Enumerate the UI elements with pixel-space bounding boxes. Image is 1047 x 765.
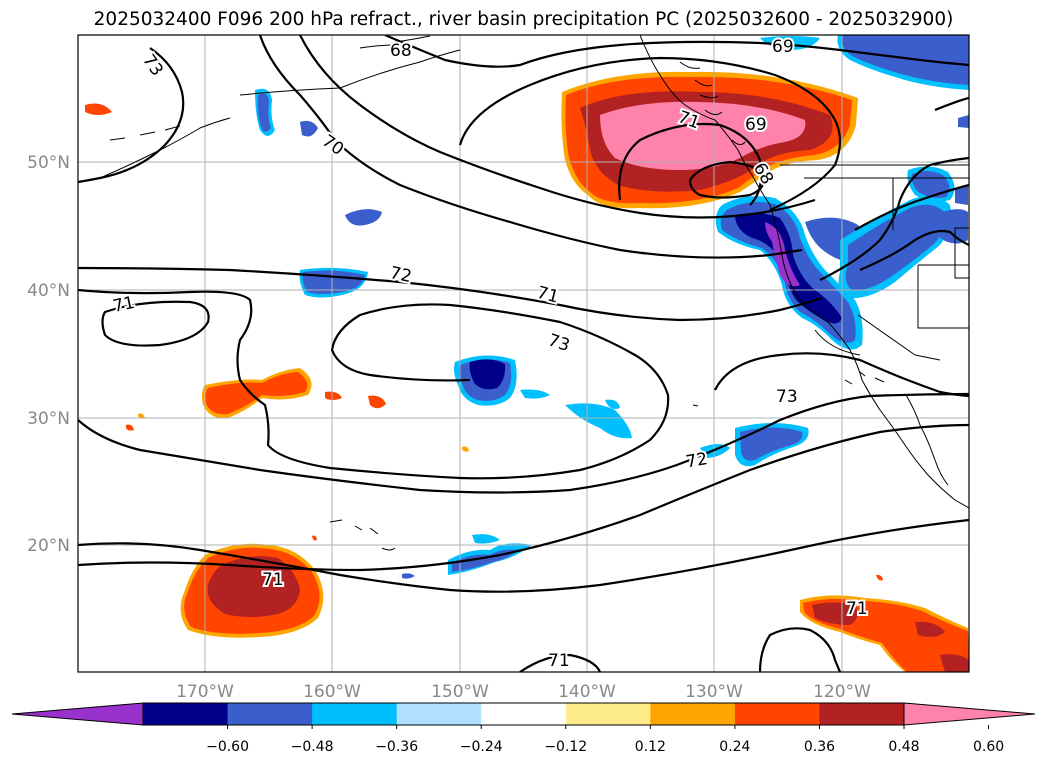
contour-label: 71 (548, 651, 570, 671)
coastlines (99, 35, 969, 551)
colorbar-extend-left (11, 702, 144, 726)
lat-label: 50°N (27, 153, 70, 173)
lon-label: 150°W (431, 682, 489, 702)
colorbar-cell (734, 703, 820, 725)
contour-label: 68 (390, 41, 412, 61)
contour-label: 69 (745, 115, 767, 135)
lon-label: 160°W (303, 682, 361, 702)
colorbar: −0.60 −0.48 −0.36 −0.24 −0.12 0.12 0.24 0.36 0.4… (11, 702, 1036, 755)
lon-label: 140°W (558, 682, 616, 702)
lon-labels: 170°W 160°W 150°W 140°W 130°W 120°W (176, 682, 871, 702)
colorbar-cell (227, 703, 313, 725)
lat-label: 20°N (27, 536, 70, 556)
lon-label: 130°W (685, 682, 743, 702)
refractivity-contours (78, 35, 969, 672)
colorbar-tick-label: 0.12 (635, 739, 666, 755)
colorbar-tick-label: −0.48 (291, 739, 334, 755)
lat-labels: 50°N 40°N 30°N 20°N (27, 153, 70, 556)
contour-label: 71 (262, 570, 284, 590)
colorbar-tick-label: 0.36 (804, 739, 835, 755)
lat-label: 30°N (27, 409, 70, 429)
colorbar-cells (142, 702, 905, 726)
colorbar-cell (481, 703, 567, 725)
contour-label: 72 (684, 449, 709, 472)
precip-shading (85, 35, 969, 672)
colorbar-tick-label: 0.48 (888, 739, 919, 755)
contour-label: 69 (772, 37, 794, 57)
contour-label: 73 (776, 387, 798, 407)
colorbar-cell (143, 703, 229, 725)
colorbar-tick-label: −0.24 (460, 739, 503, 755)
colorbar-cell (396, 703, 482, 725)
pnw-pink-core (600, 101, 806, 170)
colorbar-tick-label: −0.60 (206, 739, 249, 755)
lat-label: 40°N (27, 281, 70, 301)
graticule (78, 35, 969, 672)
colorbar-tick-label: −0.36 (375, 739, 418, 755)
colorbar-cell (819, 703, 905, 725)
colorbar-cell (312, 703, 398, 725)
colorbar-ticks: −0.60 −0.48 −0.36 −0.24 −0.12 0.12 0.24 0.36 0.4… (206, 725, 1004, 755)
lon-label: 170°W (176, 682, 234, 702)
map-title: 2025032400 F096 200 hPa refract., river … (93, 9, 954, 30)
lon-label: 120°W (813, 682, 871, 702)
colorbar-tick-label: 0.60 (973, 739, 1004, 755)
colorbar-cell (650, 703, 736, 725)
colorbar-tick-label: −0.12 (544, 739, 587, 755)
colorbar-tick-label: 0.24 (719, 739, 750, 755)
map-area: 73 68 69 70 72 71 73 69 68 71 73 71 72 7… (78, 35, 969, 672)
colorbar-extend-right (903, 702, 1036, 726)
map-frame (77, 34, 970, 673)
colorbar-cell (565, 703, 651, 725)
contour-label: 71 (846, 599, 868, 619)
